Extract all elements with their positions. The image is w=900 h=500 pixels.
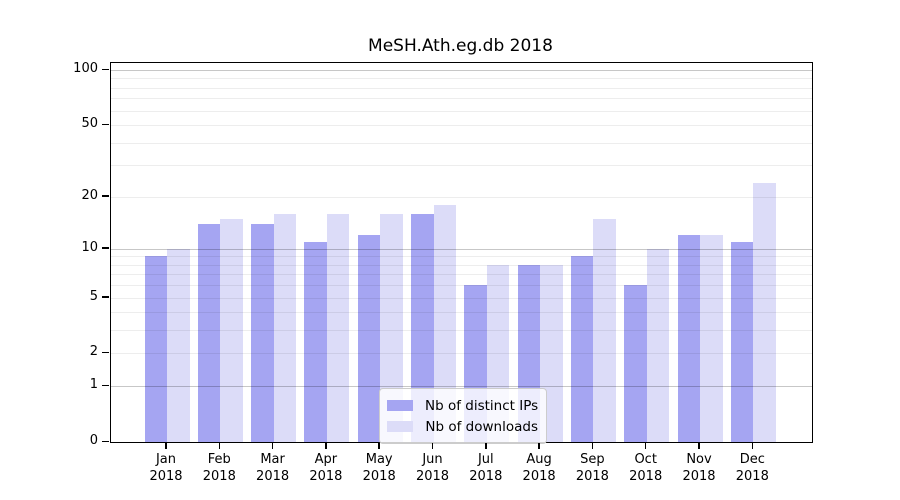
bar-downloads-mar	[273, 213, 297, 442]
gridline-minor-90	[111, 78, 812, 80]
legend: Nb of distinct IPs Nb of downloads	[379, 388, 547, 444]
y-tick-mark-1	[102, 384, 109, 387]
x-tick-label-may: May 2018	[362, 452, 396, 484]
bar-downloads-feb	[220, 218, 243, 442]
x-tick-mark-jul	[485, 442, 487, 449]
x-tick-label-sep: Sep 2018	[575, 452, 609, 484]
legend-swatch-downloads	[387, 421, 413, 432]
gridline-major-1	[111, 386, 812, 388]
y-tick-mark-50	[102, 123, 109, 126]
bar-downloads-oct	[646, 248, 670, 442]
y-tick-mark-20	[102, 195, 109, 197]
y-tick-label-0: 0	[89, 433, 98, 448]
gridline-minor-20	[111, 196, 812, 198]
gridline-major-100	[111, 70, 812, 71]
gridline-minor-40	[111, 142, 812, 144]
x-tick-mark-jun	[431, 442, 434, 449]
legend-swatch-distinct-ips	[387, 400, 413, 411]
x-tick-mark-aug	[538, 442, 540, 449]
gridline-minor-6	[111, 285, 812, 287]
legend-label-downloads: Nb of downloads	[425, 418, 538, 435]
bar-downloads-apr	[326, 213, 350, 442]
gridline-minor-30	[111, 165, 812, 167]
x-tick-mark-dec	[751, 442, 754, 449]
gridline-minor-60	[111, 110, 812, 112]
x-tick-mark-feb	[218, 442, 221, 449]
bar-ips-apr	[304, 241, 327, 442]
bar-ips-nov	[677, 235, 700, 442]
gridline-minor-50	[111, 125, 812, 127]
x-tick-mark-nov	[698, 442, 700, 449]
x-tick-label-dec: Dec 2018	[735, 452, 769, 484]
legend-row-distinct-ips: Nb of distinct IPs	[387, 395, 538, 416]
x-tick-label-nov: Nov 2018	[682, 452, 716, 484]
gridline-minor-2	[111, 353, 812, 355]
gridline-major-10	[111, 248, 812, 250]
x-tick-mark-mar	[271, 442, 274, 449]
bar-downloads-sep	[593, 218, 616, 442]
gridline-minor-5	[111, 297, 812, 299]
y-tick-label-10: 10	[81, 239, 98, 255]
legend-row-downloads: Nb of downloads	[387, 416, 538, 437]
x-tick-mark-sep	[591, 442, 594, 449]
legend-label-distinct-ips: Nb of distinct IPs	[425, 397, 539, 414]
bar-ips-jun	[411, 213, 434, 442]
y-tick-label-100: 100	[73, 61, 98, 76]
y-tick-label-20: 20	[81, 187, 98, 203]
bar-downloads-jun	[433, 204, 456, 442]
bar-downloads-nov	[700, 235, 723, 442]
gridline-minor-7	[111, 274, 812, 276]
chart-title: MeSH.Ath.eg.db 2018	[368, 36, 553, 56]
gridline-minor-3	[111, 330, 812, 332]
x-tick-label-jul: Jul 2018	[469, 452, 503, 484]
bar-downloads-jan	[167, 248, 190, 442]
x-tick-mark-may	[378, 442, 380, 449]
gridline-minor-80	[111, 87, 812, 89]
y-tick-label-1: 1	[89, 377, 98, 393]
x-tick-label-mar: Mar 2018	[256, 452, 290, 484]
bar-ips-sep	[570, 256, 594, 442]
x-tick-label-apr: Apr 2018	[309, 452, 343, 484]
bar-ips-jan	[144, 256, 167, 442]
gridline-minor-8	[111, 264, 812, 266]
x-tick-label-feb: Feb 2018	[202, 452, 236, 484]
x-tick-label-aug: Aug 2018	[522, 452, 556, 484]
y-tick-label-50: 50	[81, 116, 98, 132]
x-tick-mark-apr	[325, 442, 327, 449]
bar-ips-dec	[730, 241, 754, 442]
x-tick-mark-jan	[165, 442, 167, 449]
gridline-minor-4	[111, 312, 812, 314]
bar-ips-may	[357, 235, 381, 442]
x-tick-label-jun: Jun 2018	[415, 452, 450, 484]
x-tick-mark-oct	[644, 442, 647, 449]
x-tick-label-oct: Oct 2018	[629, 452, 663, 484]
y-tick-mark-2	[102, 351, 109, 354]
bar-downloads-dec	[753, 182, 776, 442]
y-tick-mark-0	[102, 440, 109, 442]
bar-downloads-may	[380, 213, 403, 442]
y-tick-mark-5	[102, 296, 109, 298]
y-tick-mark-100	[102, 68, 109, 70]
bar-ips-mar	[251, 223, 274, 442]
y-tick-mark-10	[102, 247, 109, 249]
grid-layer	[111, 63, 812, 442]
bar-ips-feb	[197, 223, 221, 442]
y-tick-label-5: 5	[89, 288, 98, 304]
y-tick-label-2: 2	[89, 344, 98, 360]
x-tick-label-jan: Jan 2018	[149, 452, 183, 484]
bar-ips-oct	[624, 285, 647, 442]
gridline-minor-70	[111, 98, 812, 100]
gridline-minor-9	[111, 256, 812, 258]
plot-area: Nb of distinct IPs Nb of downloads	[110, 62, 813, 444]
